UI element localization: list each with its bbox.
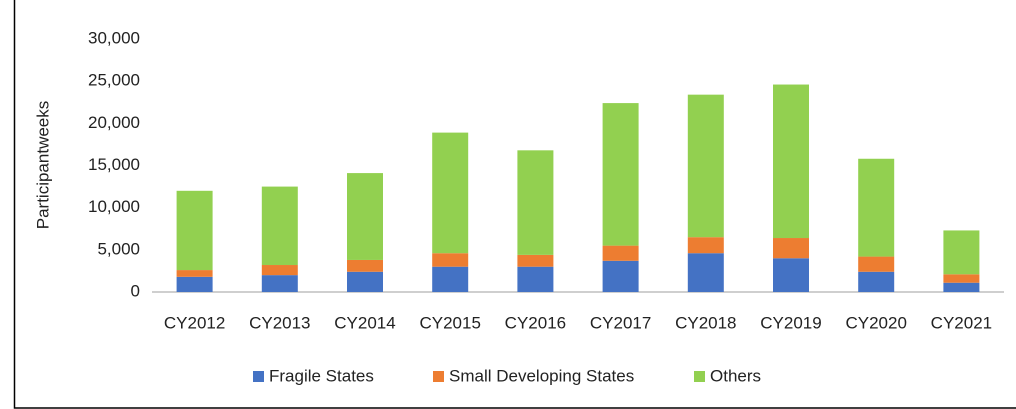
bar-segment xyxy=(517,266,554,292)
x-tick-label: CY2017 xyxy=(590,313,651,332)
x-tick-label: CY2015 xyxy=(419,313,480,332)
bar-segment xyxy=(261,265,298,276)
bar-segment xyxy=(773,258,809,292)
bar-segment xyxy=(347,271,383,292)
y-tick-label: 20,000 xyxy=(88,113,140,132)
legend-swatch xyxy=(253,371,264,382)
y-tick-label: 10,000 xyxy=(88,197,140,216)
bar-segment xyxy=(261,186,298,266)
bar-segment xyxy=(858,158,895,257)
bar-segment xyxy=(943,274,980,283)
x-tick-label: CY2013 xyxy=(249,313,310,332)
y-tick-label: 25,000 xyxy=(88,71,140,90)
x-tick-label: CY2021 xyxy=(931,313,992,332)
x-tick-label: CY2018 xyxy=(675,313,736,332)
x-tick-label: CY2016 xyxy=(505,313,566,332)
y-tick-label: 5,000 xyxy=(97,239,140,258)
bar-segment xyxy=(687,253,724,292)
bar-segment xyxy=(602,245,639,261)
bar-segment xyxy=(432,266,469,292)
bar-segment xyxy=(432,132,469,254)
bar-segment xyxy=(176,276,213,292)
x-tick-label: CY2020 xyxy=(845,313,906,332)
legend-swatch xyxy=(433,371,444,382)
bar-segment xyxy=(602,260,639,292)
bar-segment xyxy=(687,94,724,238)
bar-segment xyxy=(347,259,383,272)
legend-label: Fragile States xyxy=(269,366,374,385)
y-tick-label: 15,000 xyxy=(88,155,140,174)
chart-frame xyxy=(13,0,1016,409)
bar-segment xyxy=(347,173,383,260)
x-tick-label: CY2014 xyxy=(334,313,395,332)
bar-segment xyxy=(517,254,554,267)
y-axis-label: Participantweeks xyxy=(33,101,52,230)
bar-segment xyxy=(261,275,298,292)
bar-segment xyxy=(176,270,213,277)
legend-swatch xyxy=(694,371,705,382)
legend-label: Others xyxy=(710,366,761,385)
bar-segment xyxy=(517,150,554,255)
bar-segment xyxy=(773,84,809,239)
x-tick-label: CY2012 xyxy=(164,313,225,332)
bar-segment xyxy=(687,237,724,254)
bar-segment xyxy=(858,271,895,292)
bar-segment xyxy=(602,103,639,246)
y-tick-label: 30,000 xyxy=(88,28,140,47)
bar-segment xyxy=(943,230,980,275)
bar-segment xyxy=(176,190,213,271)
bar-segment xyxy=(773,238,809,259)
x-tick-label: CY2019 xyxy=(760,313,821,332)
y-tick-label: 0 xyxy=(131,281,140,300)
bar-segment xyxy=(858,256,895,272)
bar-segment xyxy=(943,282,980,292)
bar-segment xyxy=(432,253,469,267)
legend-label: Small Developing States xyxy=(449,366,634,385)
